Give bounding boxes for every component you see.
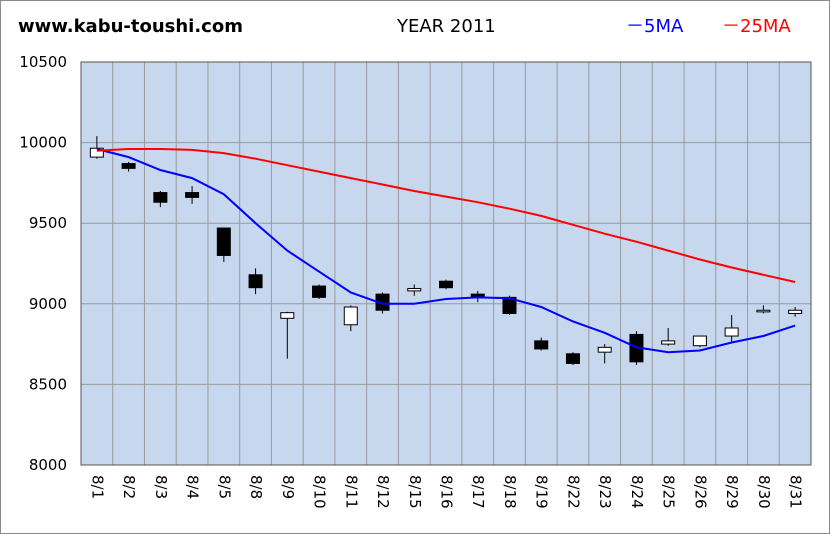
y-tick-label: 8000 — [29, 456, 67, 474]
candle-body — [788, 309, 803, 314]
x-tick-label: 8/23 — [596, 475, 614, 509]
x-tick-label: 8/17 — [469, 475, 487, 509]
y-tick-label: 9500 — [29, 214, 67, 232]
ma-line-5ma — [96, 148, 796, 354]
x-tick-label: 8/8 — [247, 475, 265, 499]
x-tick-label: 8/11 — [342, 475, 360, 509]
candle-body — [280, 312, 295, 319]
candle-body — [597, 346, 612, 353]
x-tick-label: 8/18 — [501, 475, 519, 509]
y-tick-label: 8500 — [29, 375, 67, 393]
x-tick-label: 8/4 — [184, 475, 202, 499]
x-tick-label: 8/31 — [787, 475, 805, 509]
legend-25ma: －25MA — [722, 16, 791, 37]
x-tick-label: 8/3 — [152, 475, 170, 499]
x-tick-label: 8/5 — [215, 475, 233, 499]
ma-line-25ma — [96, 148, 796, 283]
candle-body — [407, 287, 422, 292]
chart-title: YEAR 2011 — [397, 16, 496, 37]
x-tick-label: 8/19 — [533, 475, 551, 509]
x-tick-label: 8/29 — [723, 475, 741, 509]
x-tick-label: 8/10 — [311, 475, 329, 509]
candle-body — [89, 147, 104, 158]
x-tick-label: 8/26 — [691, 475, 709, 509]
y-tick-label: 10500 — [19, 53, 67, 71]
x-tick-label: 8/25 — [660, 475, 678, 509]
candle-body — [534, 340, 549, 350]
candle-body — [565, 353, 580, 364]
x-tick-label: 8/16 — [438, 475, 456, 509]
candle-body — [343, 306, 358, 326]
candle-body — [439, 280, 453, 289]
plot-border — [80, 61, 812, 466]
candle-body — [692, 335, 707, 347]
plot-area — [81, 62, 811, 465]
legend-5ma: －5MA — [626, 16, 684, 37]
candle-body — [724, 327, 739, 337]
site-title: www.kabu-toushi.com — [18, 16, 243, 37]
x-tick-label: 8/30 — [755, 475, 773, 509]
x-tick-label: 8/12 — [374, 475, 392, 509]
candle-body — [185, 192, 200, 198]
x-tick-label: 8/2 — [120, 475, 138, 499]
x-tick-label: 8/9 — [279, 475, 297, 499]
candle-body — [756, 309, 771, 313]
candle-body — [216, 227, 231, 256]
candle-body — [121, 163, 136, 169]
y-tick-label: 9000 — [29, 295, 67, 313]
x-tick-label: 8/24 — [628, 475, 646, 509]
candle-body — [661, 340, 676, 345]
candle-body — [248, 274, 263, 289]
x-tick-label: 8/1 — [88, 475, 106, 499]
candle-body — [312, 285, 327, 298]
candle-body — [153, 192, 168, 203]
y-tick-label: 10000 — [19, 134, 67, 152]
x-tick-label: 8/22 — [564, 475, 582, 509]
x-tick-label: 8/15 — [406, 475, 424, 509]
